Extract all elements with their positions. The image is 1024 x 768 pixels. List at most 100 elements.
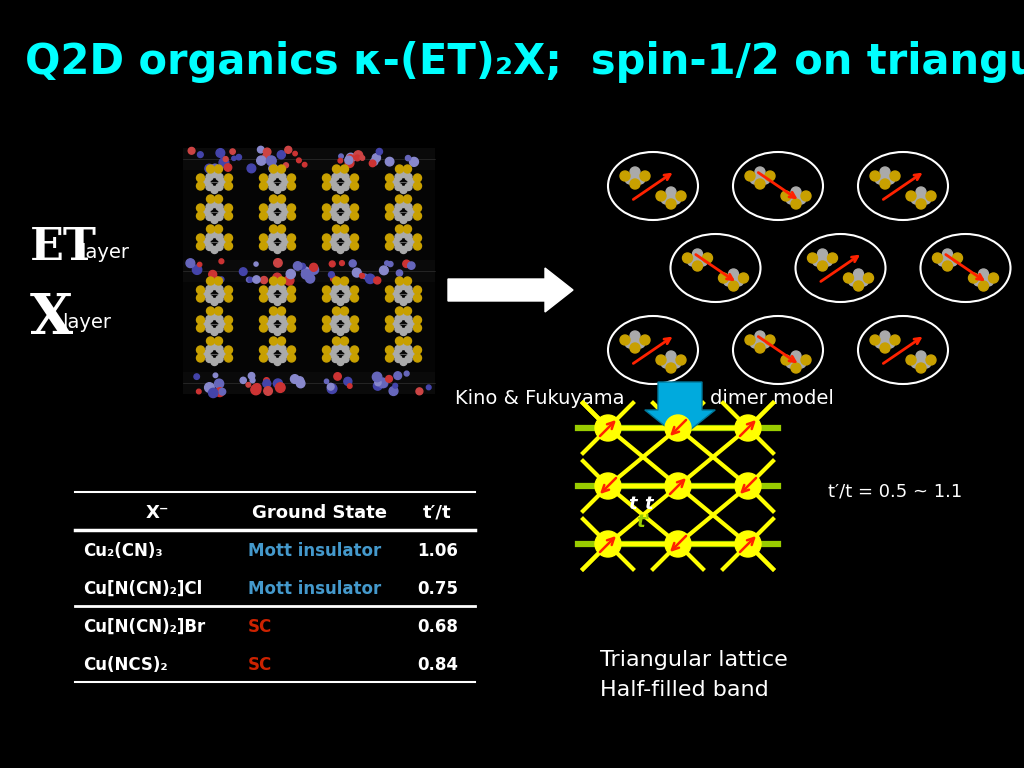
Circle shape	[395, 286, 402, 293]
Circle shape	[279, 356, 286, 362]
Circle shape	[207, 165, 214, 173]
Circle shape	[211, 170, 218, 177]
Text: Triangular lattice
Half-filled band: Triangular lattice Half-filled band	[600, 650, 787, 700]
Circle shape	[269, 174, 276, 180]
Circle shape	[259, 286, 267, 294]
Circle shape	[206, 184, 213, 190]
Circle shape	[211, 343, 218, 349]
Circle shape	[385, 346, 393, 354]
Circle shape	[403, 337, 412, 345]
Circle shape	[400, 200, 407, 207]
Circle shape	[331, 276, 336, 281]
Circle shape	[223, 157, 228, 161]
Circle shape	[733, 276, 743, 286]
Circle shape	[337, 343, 344, 349]
Circle shape	[791, 351, 801, 361]
Circle shape	[662, 194, 671, 204]
Text: t: t	[644, 495, 653, 513]
Circle shape	[288, 286, 296, 294]
Circle shape	[342, 356, 349, 362]
Circle shape	[728, 273, 738, 283]
Circle shape	[374, 382, 382, 390]
Circle shape	[400, 187, 407, 194]
Circle shape	[197, 324, 205, 332]
Circle shape	[342, 326, 349, 333]
Circle shape	[224, 354, 232, 362]
Circle shape	[269, 243, 276, 250]
Circle shape	[620, 335, 630, 345]
Circle shape	[817, 261, 827, 271]
Circle shape	[284, 163, 289, 167]
Circle shape	[214, 307, 222, 315]
Circle shape	[197, 174, 205, 182]
Circle shape	[350, 212, 358, 220]
Circle shape	[380, 266, 388, 275]
Circle shape	[765, 335, 775, 345]
Text: 0.68: 0.68	[417, 618, 458, 636]
Circle shape	[662, 358, 671, 368]
Circle shape	[911, 358, 921, 368]
Circle shape	[259, 324, 267, 332]
Circle shape	[259, 174, 267, 182]
Circle shape	[263, 148, 271, 156]
Circle shape	[345, 320, 352, 327]
Circle shape	[385, 324, 393, 332]
Circle shape	[863, 273, 873, 283]
Circle shape	[197, 204, 205, 212]
Circle shape	[347, 154, 354, 162]
Circle shape	[625, 338, 635, 348]
Circle shape	[219, 277, 224, 282]
Circle shape	[801, 355, 811, 365]
Circle shape	[393, 383, 397, 388]
Circle shape	[329, 178, 336, 186]
Circle shape	[288, 354, 296, 362]
Circle shape	[874, 174, 885, 184]
Circle shape	[288, 316, 296, 324]
Circle shape	[373, 154, 381, 162]
Circle shape	[406, 204, 412, 210]
Circle shape	[791, 187, 801, 197]
Circle shape	[671, 194, 681, 204]
Circle shape	[406, 326, 412, 333]
Circle shape	[344, 377, 352, 386]
Circle shape	[279, 233, 286, 240]
Circle shape	[206, 214, 213, 220]
Circle shape	[219, 178, 226, 186]
Circle shape	[389, 386, 398, 396]
Circle shape	[666, 351, 676, 361]
Circle shape	[224, 286, 232, 294]
Circle shape	[750, 174, 760, 184]
Bar	[183, 170, 435, 260]
Circle shape	[197, 212, 205, 220]
Circle shape	[206, 316, 213, 323]
Circle shape	[332, 174, 339, 180]
Circle shape	[278, 151, 286, 159]
Circle shape	[279, 286, 286, 293]
Circle shape	[392, 239, 399, 246]
Circle shape	[266, 156, 276, 166]
Circle shape	[406, 286, 412, 293]
Circle shape	[305, 274, 314, 283]
Circle shape	[406, 346, 412, 353]
Text: SC: SC	[248, 656, 272, 674]
Circle shape	[378, 378, 387, 388]
Circle shape	[203, 350, 210, 357]
Circle shape	[197, 354, 205, 362]
Circle shape	[345, 156, 353, 164]
Circle shape	[385, 242, 393, 250]
Circle shape	[274, 299, 281, 306]
Circle shape	[406, 214, 412, 220]
Circle shape	[203, 320, 210, 327]
Circle shape	[349, 260, 356, 267]
Circle shape	[259, 212, 267, 220]
Circle shape	[206, 296, 213, 303]
Circle shape	[332, 184, 339, 190]
Circle shape	[206, 243, 213, 250]
Circle shape	[692, 253, 702, 263]
Circle shape	[332, 346, 339, 353]
Circle shape	[323, 242, 331, 250]
Circle shape	[278, 307, 286, 315]
Circle shape	[309, 263, 317, 271]
Circle shape	[406, 233, 412, 240]
Circle shape	[400, 329, 407, 336]
